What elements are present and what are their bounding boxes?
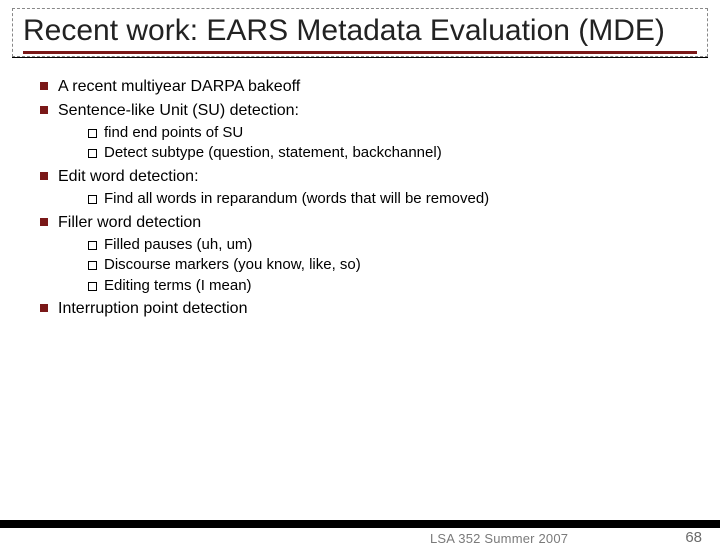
slide-title: Recent work: EARS Metadata Evaluation (M…	[23, 13, 697, 49]
sub-list: find end points of SU Detect subtype (qu…	[88, 123, 700, 164]
sub-item: Discourse markers (you know, like, so)	[88, 255, 700, 275]
content-area: A recent multiyear DARPA bakeoff Sentenc…	[0, 58, 720, 319]
sub-item: Detect subtype (question, statement, bac…	[88, 143, 700, 163]
title-container: Recent work: EARS Metadata Evaluation (M…	[12, 8, 708, 57]
bullet-item: Sentence-like Unit (SU) detection: find …	[40, 100, 700, 164]
sub-item: Filled pauses (uh, um)	[88, 235, 700, 255]
bullet-item: Filler word detection Filled pauses (uh,…	[40, 212, 700, 296]
sub-text: Detect subtype (question, statement, bac…	[104, 144, 442, 161]
sub-text: find end points of SU	[104, 124, 243, 141]
sub-text: Discourse markers (you know, like, so)	[104, 256, 361, 273]
bullet-text: Filler word detection	[58, 214, 201, 231]
sub-text: Editing terms (I mean)	[104, 277, 252, 294]
title-underline	[23, 51, 697, 54]
sub-list: Filled pauses (uh, um) Discourse markers…	[88, 235, 700, 296]
sub-text: Filled pauses (uh, um)	[104, 236, 252, 253]
bullet-text: A recent multiyear DARPA bakeoff	[58, 78, 300, 95]
bullet-item: Interruption point detection	[40, 298, 700, 320]
bullet-text: Edit word detection:	[58, 168, 199, 185]
sub-item: find end points of SU	[88, 123, 700, 143]
footer-bar	[0, 520, 720, 528]
footer-text: LSA 352 Summer 2007	[430, 531, 568, 546]
bullet-item: A recent multiyear DARPA bakeoff	[40, 76, 700, 98]
page-number: 68	[685, 529, 702, 546]
sub-list: Find all words in reparandum (words that…	[88, 189, 700, 209]
bullet-list: A recent multiyear DARPA bakeoff Sentenc…	[40, 76, 700, 319]
sub-item: Find all words in reparandum (words that…	[88, 189, 700, 209]
sub-text: Find all words in reparandum (words that…	[104, 190, 489, 207]
bullet-text: Sentence-like Unit (SU) detection:	[58, 102, 299, 119]
sub-item: Editing terms (I mean)	[88, 276, 700, 296]
bullet-text: Interruption point detection	[58, 300, 247, 317]
bullet-item: Edit word detection: Find all words in r…	[40, 166, 700, 210]
